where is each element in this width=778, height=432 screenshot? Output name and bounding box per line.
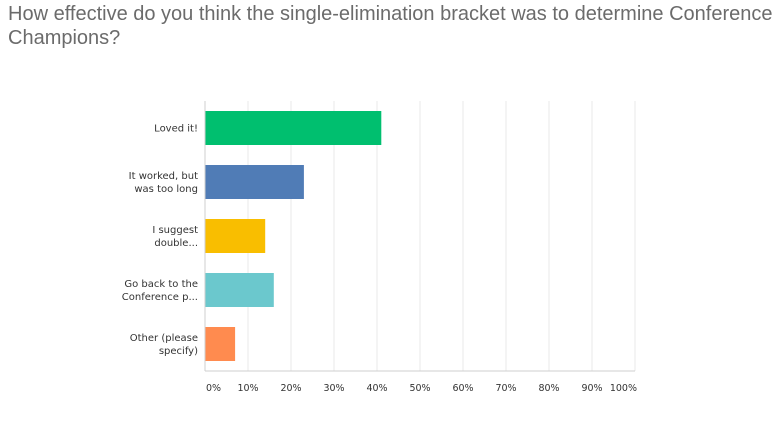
tick-label: 80% [538,383,559,394]
category-label: Go back to the [124,279,198,290]
tick-label: 10% [237,383,258,394]
tick-label: 20% [280,383,301,394]
tick-label: 40% [366,383,387,394]
category-label: Loved it! [154,124,198,135]
bar[interactable] [205,165,304,199]
bars [205,111,382,361]
category-label: was too long [134,184,198,195]
question-title: How effective do you think the single-el… [8,3,778,49]
category-label: specify) [159,346,198,357]
tick-label: 0% [206,383,221,394]
bar[interactable] [205,219,266,253]
tick-labels: 0% 10% 20% 30% 40% 50% 60% 70% 80% 90% 100% [206,383,637,394]
grid-lines [247,101,636,371]
bar[interactable] [205,273,274,307]
bar[interactable] [205,327,236,361]
tick-label: 100% [610,383,637,394]
category-labels: Loved it! It worked, but was too long I sug… [122,124,198,358]
category-label: Other (please [130,333,198,344]
category-label: I suggest [152,225,198,236]
category-label: Conference p... [122,292,198,303]
tick-label: 50% [409,383,430,394]
category-label: It worked, but [129,171,198,182]
bar[interactable] [205,111,382,145]
category-label: double... [154,238,198,249]
tick-label: 60% [452,383,473,394]
tick-label: 90% [581,383,602,394]
tick-label: 70% [495,383,516,394]
tick-label: 30% [323,383,344,394]
